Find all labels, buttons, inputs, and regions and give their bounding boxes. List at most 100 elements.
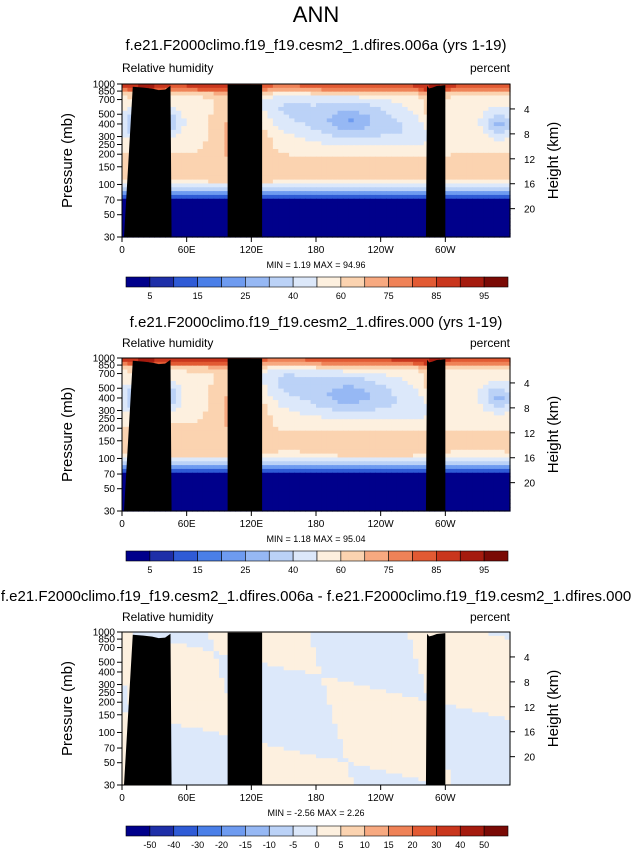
contour-cell — [348, 175, 355, 181]
contour-cell — [175, 453, 182, 459]
contour-cell — [342, 106, 349, 112]
contour-cell — [407, 122, 414, 127]
contour-cell — [418, 164, 425, 169]
contour-cell — [316, 206, 322, 211]
contour-cell — [413, 91, 419, 97]
contour-cell — [359, 438, 366, 443]
contour-cell — [380, 365, 387, 371]
contour-cell — [337, 369, 344, 374]
contour-cell — [278, 407, 285, 413]
contour-cell — [504, 171, 511, 177]
contour-cell — [326, 392, 333, 397]
contour-cell — [267, 118, 274, 123]
contour-cell — [175, 407, 182, 413]
contour-cell — [326, 403, 333, 409]
contour-cell — [369, 84, 376, 89]
contour-cell — [267, 358, 274, 363]
contour-cell — [504, 168, 511, 173]
contour-cell — [499, 457, 506, 462]
contour-cell — [208, 187, 215, 192]
contour-cell — [127, 388, 134, 394]
contour-cell — [359, 129, 366, 135]
contour-cell — [450, 407, 457, 413]
contour-cell — [267, 179, 274, 185]
contour-cell — [321, 141, 328, 146]
contour-cell — [299, 419, 306, 424]
contour-cell — [402, 380, 409, 386]
contour-cell — [316, 388, 322, 394]
contour-cell — [348, 202, 355, 207]
contour-cell — [407, 179, 414, 185]
contour-cell — [423, 361, 430, 367]
contour-cell — [332, 103, 339, 108]
contour-cell — [466, 126, 473, 131]
contour-cell — [192, 91, 199, 97]
contour-cell — [418, 225, 425, 230]
contour-cell — [359, 179, 366, 185]
contour-cell — [170, 380, 177, 386]
contour-cell — [208, 206, 215, 211]
contour-cell — [391, 99, 398, 104]
contour-cell — [364, 206, 371, 211]
contour-cell — [461, 145, 468, 150]
contour-cell — [450, 442, 457, 447]
contour-field — [122, 358, 511, 512]
contour-cell — [450, 194, 457, 200]
contour-cell — [278, 392, 285, 397]
contour-cell — [348, 122, 355, 127]
contour-cell — [477, 103, 484, 108]
contour-cell — [197, 221, 204, 227]
contour-cell — [504, 179, 511, 185]
contour-cell — [294, 191, 301, 196]
contour-cell — [445, 122, 452, 127]
contour-cell — [181, 95, 188, 100]
contour-cell — [122, 388, 128, 394]
contour-cell — [386, 194, 393, 200]
contour-cell — [170, 171, 177, 177]
contour-cell — [386, 187, 393, 192]
contour-cell — [219, 210, 225, 215]
contour-cell — [197, 103, 204, 108]
contour-cell — [289, 419, 296, 424]
contour-cell — [299, 164, 306, 169]
contour-cell — [224, 168, 231, 173]
contour-cell — [445, 106, 452, 112]
contour-cell — [213, 164, 220, 169]
contour-cell — [450, 426, 457, 432]
contour-cell — [192, 133, 199, 139]
contour-cell — [127, 122, 134, 127]
contour-cell — [466, 99, 473, 104]
panel-1: f.e21.F2000climo.f19_f19.cesm2_1.dfires.… — [59, 37, 562, 301]
contour-cell — [202, 453, 209, 459]
contour-cell — [504, 99, 511, 104]
contour-cell — [477, 202, 484, 207]
contour-cell — [316, 419, 322, 424]
contour-cell — [493, 198, 500, 204]
contour-cell — [332, 95, 339, 100]
contour-cell — [396, 175, 403, 181]
contour-cell — [310, 149, 317, 154]
contour-cell — [418, 430, 425, 436]
contour-cell — [364, 380, 371, 386]
contour-cell — [477, 426, 484, 432]
contour-cell — [375, 160, 382, 165]
contour-cell — [299, 179, 306, 185]
contour-cell — [396, 202, 403, 207]
contour-cell — [472, 407, 479, 413]
contour-cell — [375, 103, 382, 108]
contour-cell — [342, 141, 349, 146]
contour-cell — [456, 191, 463, 196]
contour-cell — [208, 149, 215, 154]
contour-cell — [262, 392, 269, 397]
contour-cell — [262, 388, 269, 394]
contour-cell — [208, 126, 215, 131]
contour-cell — [175, 361, 182, 367]
contour-cell — [402, 396, 409, 401]
contour-cell — [170, 430, 177, 436]
contour-cell — [461, 403, 468, 409]
contour-cell — [364, 133, 371, 139]
contour-cell — [418, 202, 425, 207]
contour-cell — [321, 129, 328, 135]
contour-cell — [197, 377, 204, 382]
contour-cell — [175, 133, 182, 139]
